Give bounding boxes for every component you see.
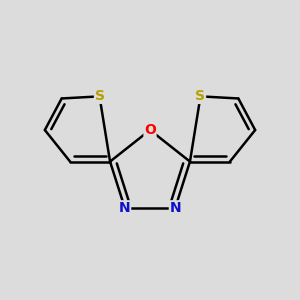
- Text: N: N: [119, 201, 130, 215]
- Text: S: S: [196, 89, 206, 103]
- Text: S: S: [94, 89, 104, 103]
- Text: N: N: [169, 201, 181, 215]
- Text: O: O: [144, 123, 156, 137]
